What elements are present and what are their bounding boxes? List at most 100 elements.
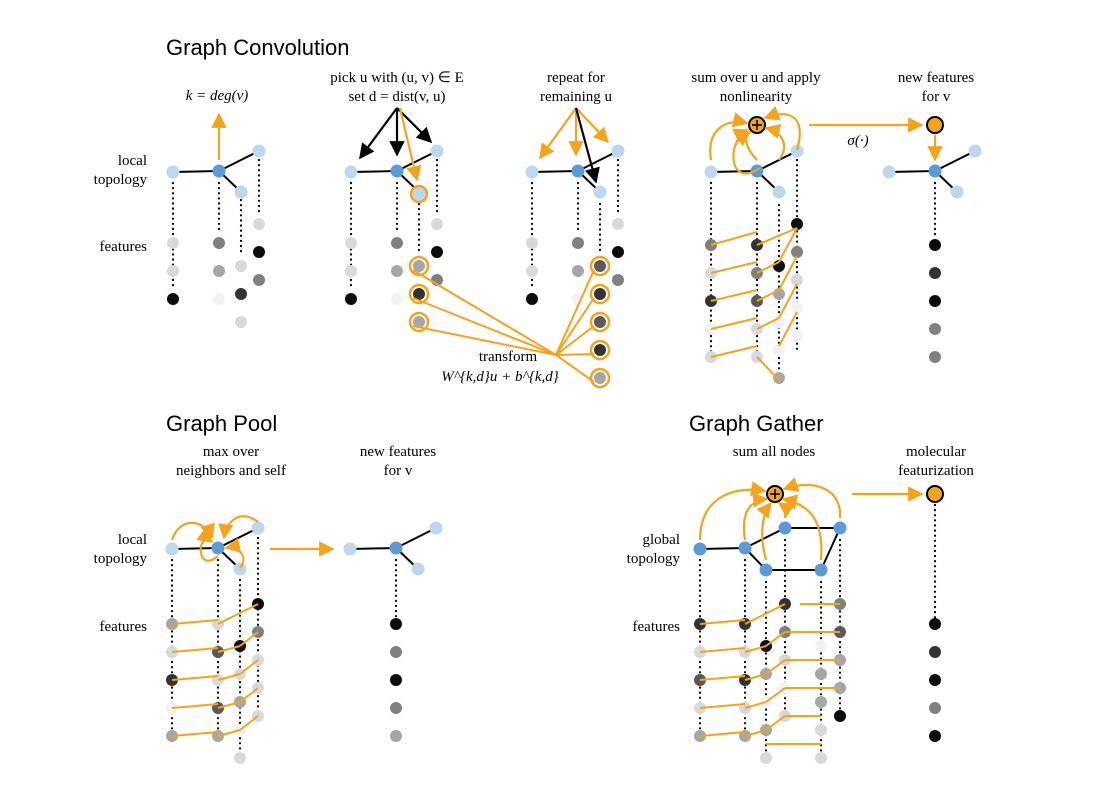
feature-node bbox=[929, 646, 941, 658]
pool1-neighbor-node bbox=[251, 521, 265, 535]
conv5-neighbor-node bbox=[968, 144, 982, 158]
gather-edge bbox=[699, 647, 746, 653]
pool-edge bbox=[217, 645, 241, 653]
pool-edge bbox=[171, 647, 219, 653]
gather-step1-label: sum all nodes bbox=[733, 444, 816, 460]
pool-edge bbox=[217, 701, 241, 709]
feature-node bbox=[815, 696, 827, 708]
conv1-neighbor-node bbox=[166, 165, 180, 179]
transform-pointer bbox=[555, 354, 595, 383]
selected-neighbor-node bbox=[409, 184, 429, 204]
pool-edge bbox=[171, 731, 219, 737]
pool-curve bbox=[170, 521, 215, 541]
pool2-neighbor-node bbox=[343, 542, 357, 556]
conv1-bond bbox=[218, 150, 260, 172]
pool-step1-line2: neighbors and self bbox=[176, 463, 286, 479]
new-feature-node bbox=[926, 116, 944, 134]
diagram-graphics bbox=[165, 105, 982, 764]
feature-node bbox=[929, 730, 941, 742]
conv5-neighbor-node bbox=[882, 165, 896, 179]
transform-pointer bbox=[555, 297, 595, 356]
conv-step3-line1: repeat for bbox=[547, 70, 605, 86]
feature-node bbox=[760, 752, 772, 764]
gather-curve bbox=[777, 502, 795, 519]
feature-sum-edge bbox=[710, 317, 758, 330]
gather-curve bbox=[698, 481, 767, 541]
conv3-bond bbox=[531, 170, 579, 173]
pool-topology-label-2: topology bbox=[94, 551, 148, 567]
pool1-center-node bbox=[211, 541, 225, 555]
sum-curve bbox=[709, 112, 749, 161]
feature-node bbox=[167, 237, 179, 249]
feature-node bbox=[594, 344, 606, 356]
feature-node bbox=[213, 265, 225, 277]
feature-node bbox=[431, 218, 443, 230]
feature-node bbox=[390, 702, 402, 714]
conv-features-label: features bbox=[100, 239, 148, 255]
conv-transform-line2: W^{k,d}u + b^{k,d} bbox=[441, 369, 559, 385]
pool1-neighbor-node bbox=[233, 562, 247, 576]
gather-step2-line1: molecular bbox=[906, 444, 966, 460]
pool-edge bbox=[239, 715, 259, 731]
feature-sum-edge bbox=[710, 231, 758, 246]
sum-curve bbox=[734, 131, 758, 161]
feature-node bbox=[526, 237, 538, 249]
conv-step5-line2: for v bbox=[922, 89, 951, 105]
conv1-bond bbox=[172, 170, 220, 173]
feature-node bbox=[612, 274, 624, 286]
feature-node bbox=[572, 237, 584, 249]
feature-node bbox=[234, 752, 246, 764]
feature-sum-edge bbox=[710, 261, 758, 274]
conv4-neighbor-node bbox=[790, 144, 804, 158]
feature-node bbox=[815, 640, 827, 652]
conv3-center-node bbox=[571, 164, 585, 178]
feature-node bbox=[791, 246, 803, 258]
feature-node bbox=[413, 316, 425, 328]
feature-node bbox=[773, 344, 785, 356]
gather-edge bbox=[765, 659, 786, 675]
feature-node bbox=[594, 260, 606, 272]
transform-pointer bbox=[555, 325, 595, 356]
global-bond bbox=[699, 547, 746, 550]
pool-edge bbox=[239, 631, 259, 647]
feature-node bbox=[612, 246, 624, 258]
conv-title: Graph Convolution bbox=[166, 35, 349, 60]
feature-node bbox=[213, 293, 225, 305]
feature-node bbox=[594, 372, 606, 384]
conv2-center-node bbox=[390, 164, 404, 178]
sum-curve bbox=[763, 105, 801, 151]
conv2-bond bbox=[350, 170, 398, 173]
transform-pointer bbox=[555, 353, 595, 356]
feature-node bbox=[612, 218, 624, 230]
gather-edge bbox=[744, 673, 767, 681]
gather-edge bbox=[699, 731, 746, 737]
conv3-neighbor-node bbox=[593, 185, 607, 199]
gather-edge bbox=[765, 687, 786, 703]
conv5-center-node bbox=[928, 164, 942, 178]
global-node bbox=[693, 542, 707, 556]
feature-node bbox=[773, 372, 785, 384]
feature-node bbox=[345, 265, 357, 277]
pool-edge bbox=[217, 603, 259, 625]
gather-edge bbox=[744, 645, 767, 653]
pool-step2-line1: new features bbox=[360, 444, 436, 460]
feature-node bbox=[526, 293, 538, 305]
pool-edge bbox=[239, 659, 259, 675]
conv1-neighbor-node bbox=[252, 144, 266, 158]
pool-step1-line1: max over bbox=[203, 444, 259, 460]
gather-edge bbox=[765, 631, 786, 647]
pool1-neighbor-node bbox=[165, 542, 179, 556]
gather-curve bbox=[781, 494, 823, 561]
global-node bbox=[738, 541, 752, 555]
feature-node bbox=[572, 293, 584, 305]
transform-ring bbox=[408, 311, 430, 333]
feature-node bbox=[526, 265, 538, 277]
feature-node bbox=[791, 302, 803, 314]
sum-curve bbox=[764, 123, 786, 161]
transform-ring bbox=[589, 367, 611, 389]
conv3-bond bbox=[577, 150, 619, 172]
gather-edge bbox=[699, 675, 746, 681]
feature-sum-edge bbox=[756, 261, 780, 274]
gather-curve bbox=[742, 492, 769, 541]
